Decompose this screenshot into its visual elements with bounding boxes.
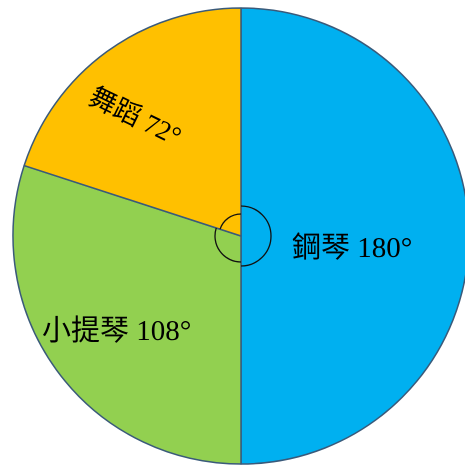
angle-marker-3 xyxy=(219,213,242,230)
angle-markers xyxy=(214,205,272,267)
pie-slice-3 xyxy=(23,7,242,237)
slice-label-violin: 小提琴 108° xyxy=(42,314,191,347)
angle-marker-1 xyxy=(240,205,272,267)
slice-label-piano: 鋼琴 180° xyxy=(292,231,412,264)
pie-slices xyxy=(12,7,465,465)
pie-slice-2 xyxy=(12,164,242,465)
angle-marker-2 xyxy=(214,227,242,263)
pie-slice-1 xyxy=(240,7,465,465)
